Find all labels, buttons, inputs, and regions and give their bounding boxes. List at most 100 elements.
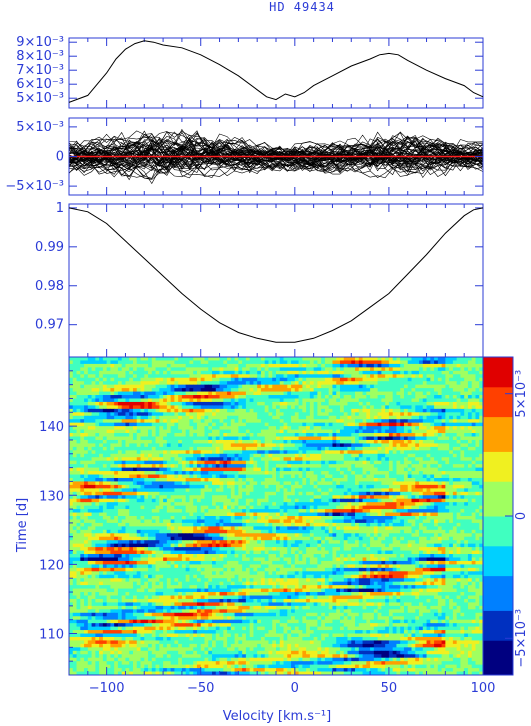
heatmap-cell <box>324 457 330 462</box>
heatmap-cell <box>144 426 149 430</box>
heatmap-cell <box>324 374 330 379</box>
heatmap-cell <box>148 443 153 448</box>
heatmap-cell <box>276 464 281 469</box>
heatmap-cell <box>268 395 273 399</box>
heatmap-cell <box>479 453 484 458</box>
heatmap-cell <box>313 426 318 430</box>
heatmap-cell <box>87 370 92 375</box>
heatmap-cell <box>422 363 427 368</box>
heatmap-cell <box>193 464 198 469</box>
heatmap-cell <box>276 384 281 389</box>
heatmap-cell <box>234 464 239 469</box>
heatmap-cell <box>415 360 420 365</box>
heatmap-cell <box>208 502 213 507</box>
heatmap-cell <box>245 429 251 434</box>
heatmap-cell <box>419 395 424 399</box>
heatmap-cell <box>249 491 254 496</box>
heatmap-cell <box>140 377 145 382</box>
heatmap-cell <box>238 360 243 365</box>
residual-line <box>68 131 484 172</box>
heatmap-cell <box>215 433 220 437</box>
heatmap-cell <box>140 360 145 365</box>
heatmap-cell <box>80 495 85 500</box>
heatmap-cell <box>362 446 367 451</box>
heatmap-cell <box>84 453 89 458</box>
heatmap-cell <box>362 422 367 427</box>
heatmap-cell <box>227 360 232 365</box>
heatmap-cell <box>166 495 172 500</box>
heatmap-cell <box>193 481 198 486</box>
heatmap-cell <box>313 436 318 441</box>
heatmap-cell <box>264 477 269 482</box>
heatmap-cell <box>309 363 315 368</box>
heatmap-cell <box>132 405 138 410</box>
heatmap-cell <box>392 357 397 361</box>
heatmap-cell <box>242 429 247 434</box>
heatmap-cell <box>279 401 284 406</box>
heatmap-cell <box>400 419 405 424</box>
heatmap-cell <box>238 498 243 503</box>
heatmap-cell <box>324 439 330 444</box>
heatmap-cell <box>294 474 299 479</box>
y-tick-label: 0.98 <box>35 279 64 294</box>
heatmap-cell <box>204 357 209 361</box>
heatmap-cell <box>121 381 126 386</box>
heatmap-cell <box>351 481 356 486</box>
heatmap-cell <box>294 401 299 406</box>
heatmap-cell <box>381 367 386 372</box>
heatmap-cell <box>136 419 141 424</box>
heatmap-cell <box>403 484 409 489</box>
heatmap-cell <box>148 474 153 479</box>
heatmap-cell <box>287 360 292 365</box>
heatmap-cell <box>129 422 134 427</box>
heatmap-cell <box>136 363 141 368</box>
heatmap-cell <box>388 464 394 469</box>
heatmap-cell <box>151 488 156 493</box>
heatmap-cell <box>415 464 420 469</box>
heatmap-cell <box>422 464 427 469</box>
heatmap-cell <box>125 422 130 427</box>
heatmap-cell <box>452 422 458 427</box>
heatmap-cell <box>189 471 194 475</box>
heatmap-cell <box>306 446 311 451</box>
heatmap-cell <box>129 401 134 406</box>
heatmap-cell <box>434 384 439 389</box>
heatmap-cell <box>204 426 209 430</box>
heatmap-cell <box>106 384 111 389</box>
heatmap-cell <box>148 446 153 451</box>
heatmap-cell <box>80 460 85 465</box>
heatmap-cell <box>219 453 224 458</box>
heatmap-cell <box>324 488 330 493</box>
heatmap-cell <box>411 398 416 403</box>
heatmap-cell <box>456 412 461 417</box>
heatmap-cell <box>166 398 172 403</box>
heatmap-cell <box>396 374 401 379</box>
heatmap-cell <box>317 484 322 489</box>
heatmap-cell <box>373 443 379 448</box>
heatmap-cell <box>212 367 217 372</box>
heatmap-cell <box>196 384 202 389</box>
heatmap-cell <box>84 471 89 475</box>
heatmap-cell <box>178 388 183 392</box>
heatmap-cell <box>215 398 220 403</box>
heatmap-cell <box>166 439 172 444</box>
heatmap-cell <box>426 363 431 368</box>
heatmap-cell <box>245 453 251 458</box>
heatmap-cell <box>355 398 360 403</box>
heatmap-cell <box>430 398 435 403</box>
heatmap-cell <box>87 488 92 493</box>
heatmap-cell <box>351 408 356 413</box>
heatmap-cell <box>234 357 239 361</box>
heatmap-cell <box>479 474 484 479</box>
heatmap-cell <box>426 495 431 500</box>
heatmap-cell <box>456 388 461 392</box>
heatmap-cell <box>245 367 251 372</box>
heatmap-cell <box>129 488 134 493</box>
heatmap-cell <box>155 464 160 469</box>
heatmap-cell <box>377 419 382 424</box>
heatmap-cell <box>377 439 382 444</box>
heatmap-cell <box>298 453 303 458</box>
heatmap-cell <box>257 488 262 493</box>
heatmap-cell <box>166 481 172 486</box>
heatmap-cell <box>351 422 356 427</box>
